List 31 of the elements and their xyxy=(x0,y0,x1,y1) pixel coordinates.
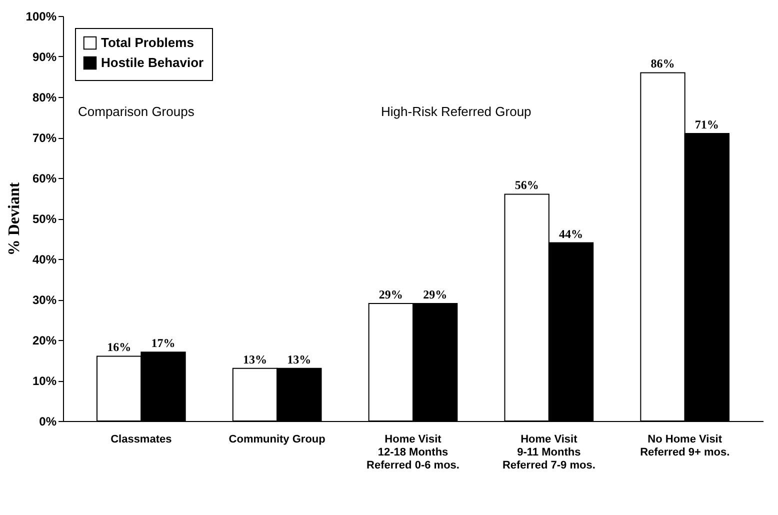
y-tick-label: 100% xyxy=(26,10,57,24)
data-label: 29% xyxy=(378,288,403,302)
data-label: 71% xyxy=(694,117,719,132)
y-tick-label: 50% xyxy=(32,212,57,226)
data-label: 16% xyxy=(107,340,132,354)
y-tick-label: 0% xyxy=(39,414,57,428)
y-tick-label: 80% xyxy=(32,90,57,104)
y-tick-label: 20% xyxy=(32,334,57,348)
annotation: High-Risk Referred Group xyxy=(381,104,532,119)
data-label: 56% xyxy=(514,178,539,192)
y-tick-label: 10% xyxy=(32,374,57,388)
x-tick-label: No Home Visit Referred 9+ mos. xyxy=(640,434,730,458)
legend-label: Hostile Behavior xyxy=(101,55,204,70)
x-tick-label: Community Group xyxy=(228,434,326,446)
x-tick-label: Home Visit 9-11 Months Referred 7-9 mos. xyxy=(502,434,596,472)
legend-label: Total Problems xyxy=(101,35,194,50)
data-label: 13% xyxy=(287,352,312,366)
y-tick-label: 70% xyxy=(32,131,57,145)
x-tick-label: Home Visit 12-18 Months Referred 0-6 mos. xyxy=(366,434,460,472)
y-tick-label: 30% xyxy=(32,293,57,307)
data-label: 44% xyxy=(559,226,584,241)
y-tick-label: 90% xyxy=(32,50,57,64)
data-label: 17% xyxy=(151,336,176,350)
y-tick-label: 40% xyxy=(32,252,57,266)
annotation: Comparison Groups xyxy=(78,104,195,119)
data-label: 86% xyxy=(650,56,675,71)
data-label: 13% xyxy=(242,352,267,366)
y-tick-label: 60% xyxy=(32,172,57,186)
data-label: 29% xyxy=(423,288,448,302)
x-tick-label: Classmates xyxy=(110,434,172,446)
y-axis-title: % Deviant xyxy=(6,182,23,256)
